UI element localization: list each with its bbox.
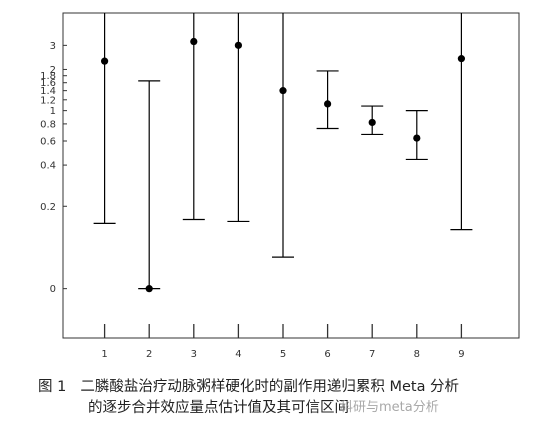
y-axis-ticks: 0 0.2 0.4 0.6 0.8 11.21.41.61.82 3: [40, 41, 67, 295]
caption-line-2: 的逐步合并效应量点估计值及其可信区间: [88, 398, 349, 419]
y-tick-label: 2: [50, 65, 56, 76]
point-estimate: [279, 87, 287, 95]
point-estimate: [234, 41, 242, 49]
watermark: 科研与meta分析: [340, 396, 439, 415]
y-tick-label: 1.8: [40, 71, 56, 82]
y-tick-label: 1.2: [40, 95, 56, 106]
y-tick-label: 0.8: [40, 119, 56, 130]
caption-text-1: 二膦酸盐治疗动脉粥样硬化时的副作用递归累积 Meta 分析: [80, 379, 460, 395]
x-tick-label: 2: [146, 349, 152, 360]
point-estimate: [368, 118, 376, 127]
y-tick-label: 3: [50, 41, 56, 52]
x-tick-label: 4: [235, 349, 241, 360]
x-tick-label: 1: [101, 349, 107, 360]
x-tick-label: 6: [324, 349, 330, 360]
x-tick-label: 7: [369, 349, 375, 360]
x-tick-label: 9: [458, 349, 464, 360]
y-tick-label: 0.2: [40, 202, 56, 213]
x-tick-label: 3: [191, 349, 197, 360]
y-tick-label: 0.4: [40, 161, 56, 172]
point-estimate: [457, 55, 465, 63]
x-axis-ticks: 1 2 3 4 5 6 7 8 9: [101, 324, 465, 360]
caption-text-2: 的逐步合并效应量点估计值及其可信区间: [88, 400, 349, 416]
y-tick-label: 1.4: [40, 86, 56, 97]
figure-number: 图 1: [38, 379, 67, 395]
plot-frame: [62, 12, 520, 339]
watermark-text: 科研与meta分析: [340, 400, 439, 415]
figure-caption: 图 1 二膦酸盐治疗动脉粥样硬化时的副作用递归累积 Meta 分析 的逐步合并效应…: [0, 372, 534, 429]
y-tick-label: 1: [50, 106, 56, 117]
point-estimate: [190, 37, 198, 46]
y-tick-label: 0: [50, 284, 56, 295]
point-estimate: [145, 285, 153, 293]
x-tick-label: 5: [280, 349, 286, 360]
point-estimate: [101, 57, 109, 65]
y-tick-label: 0.6: [40, 136, 56, 147]
confidence-interval-marks: [93, 13, 473, 293]
y-tick-label: 1.6: [40, 78, 56, 89]
x-tick-label: 8: [414, 349, 420, 360]
plot-area: [62, 12, 520, 339]
caption-line-1: 图 1 二膦酸盐治疗动脉粥样硬化时的副作用递归累积 Meta 分析: [38, 377, 459, 398]
point-estimate: [324, 100, 332, 108]
point-estimate: [413, 134, 421, 142]
